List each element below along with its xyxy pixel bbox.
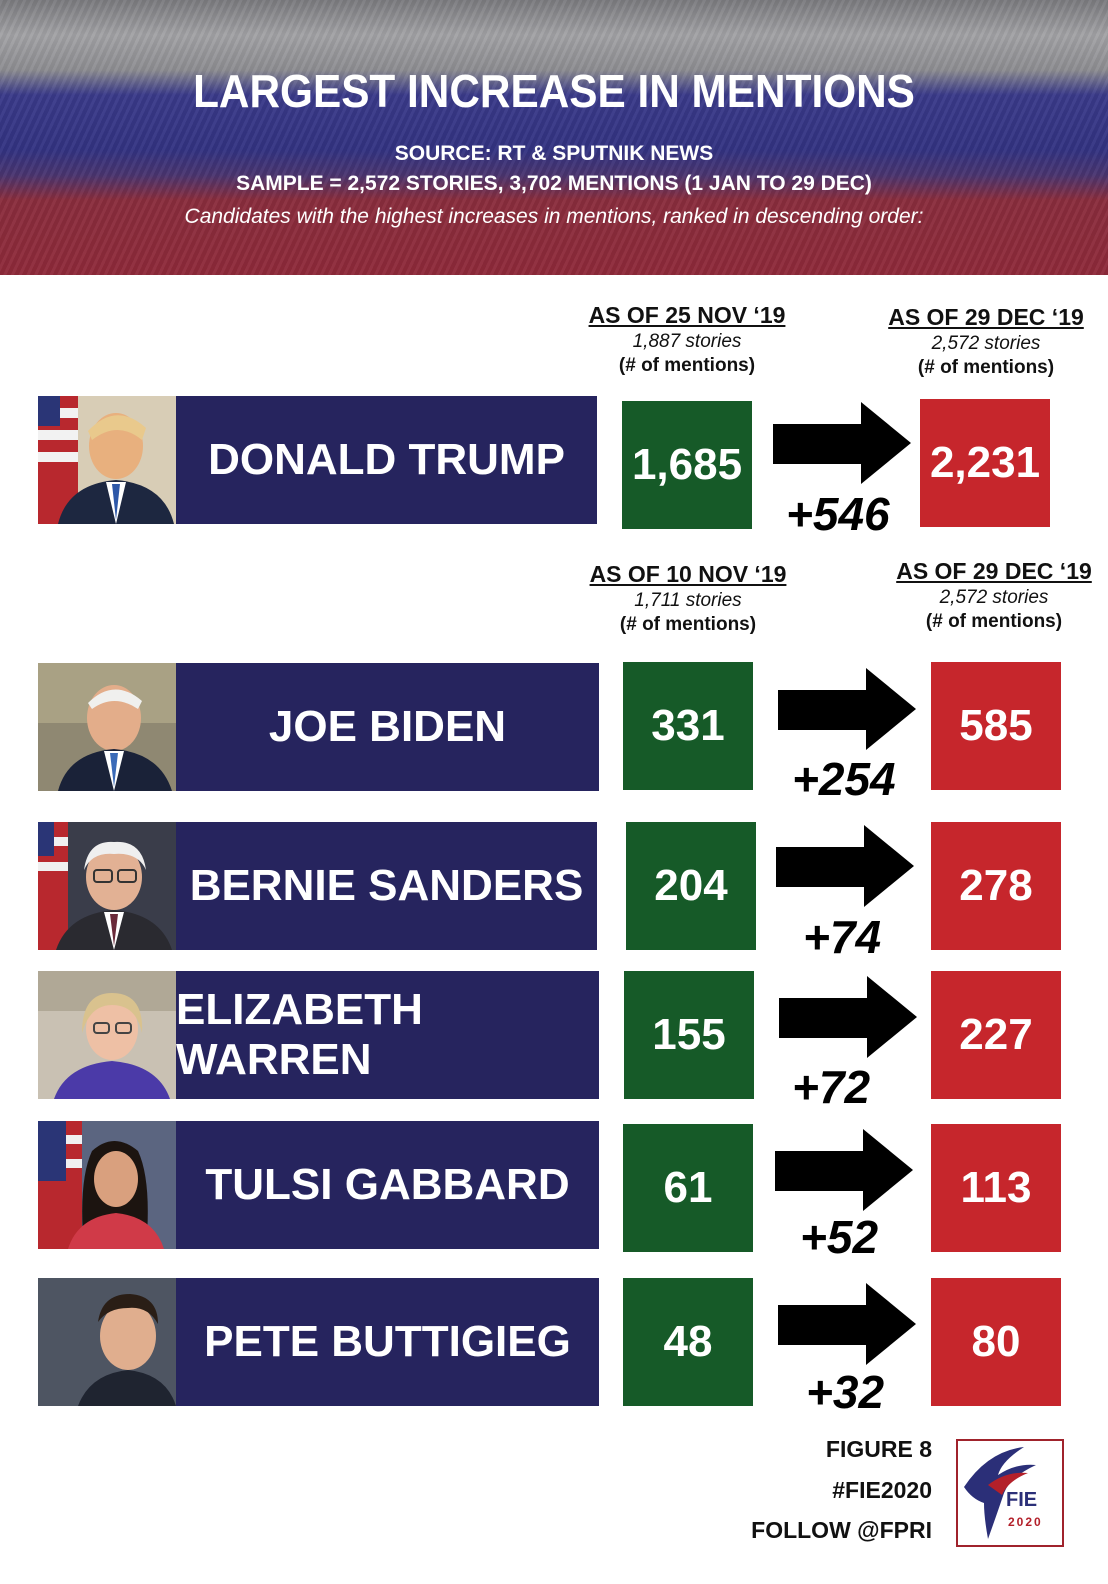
- arrow-right-icon: [778, 1283, 916, 1365]
- source-line: SOURCE: RT & SPUTNIK NEWS: [394, 142, 714, 165]
- chart-title: LARGEST INCREASE IN MENTIONS: [193, 65, 915, 117]
- column-head-stories: 1,711 stories: [634, 590, 742, 611]
- column-head-mentions: (# of mentions): [917, 357, 1055, 378]
- candidate-name: TULSI GABBARD: [176, 1121, 599, 1249]
- sample-line: SAMPLE = 2,572 STORIES, 3,702 MENTIONS (…: [236, 172, 872, 195]
- mentions-increase-label: +52: [800, 1211, 879, 1263]
- mentions-before-box: 1,685: [622, 401, 752, 529]
- mentions-after-box: 585: [931, 662, 1061, 790]
- arrow-right-icon: [773, 402, 911, 484]
- candidate-photo-sanders: [38, 822, 176, 950]
- mentions-before-box: 48: [623, 1278, 753, 1406]
- mentions-increase-label: +72: [792, 1061, 871, 1113]
- column-head-after-1: AS OF 29 DEC ‘19 2,572 stories (# of men…: [876, 304, 1096, 379]
- mentions-before-box: 155: [624, 971, 754, 1099]
- candidate-photo-warren: [38, 971, 176, 1099]
- follow-label: FOLLOW @FPRI: [751, 1517, 932, 1543]
- fie-2020-logo: FIE 2020: [956, 1439, 1064, 1547]
- figure-label: FIGURE 8: [825, 1436, 932, 1462]
- column-head-mentions: (# of mentions): [925, 611, 1063, 632]
- column-head-date: AS OF 10 NOV ‘19: [589, 561, 787, 587]
- column-head-date: AS OF 25 NOV ‘19: [588, 302, 786, 328]
- header-banner: LARGEST INCREASE IN MENTIONS SOURCE: RT …: [0, 0, 1108, 275]
- column-head-mentions: (# of mentions): [618, 355, 756, 376]
- mentions-after-box: 227: [931, 971, 1061, 1099]
- column-head-date: AS OF 29 DEC ‘19: [896, 558, 1092, 584]
- column-head-stories: 2,572 stories: [939, 587, 1049, 608]
- candidate-name: JOE BIDEN: [176, 663, 599, 791]
- arrow-right-icon: [778, 668, 916, 750]
- mentions-before-box: 204: [626, 822, 756, 950]
- column-head-stories: 1,887 stories: [632, 331, 742, 352]
- candidate-photo-gabbard: [38, 1121, 176, 1249]
- mentions-increase-label: +546: [786, 488, 890, 540]
- column-head-before-2: AS OF 10 NOV ‘19 1,711 stories (# of men…: [578, 561, 798, 636]
- logo-text: FIE: [1006, 1489, 1038, 1511]
- candidate-photo-trump: [38, 396, 176, 524]
- column-head-before-1: AS OF 25 NOV ‘19 1,887 stories (# of men…: [577, 302, 797, 377]
- subtitle-line: Candidates with the highest increases in…: [184, 205, 924, 228]
- mentions-before-box: 331: [623, 662, 753, 790]
- mentions-before-box: 61: [623, 1124, 753, 1252]
- column-head-after-2: AS OF 29 DEC ‘19 2,572 stories (# of men…: [884, 558, 1104, 633]
- candidate-name: PETE BUTTIGIEG: [176, 1278, 599, 1406]
- candidate-name: DONALD TRUMP: [176, 396, 597, 524]
- candidate-photo-biden: [38, 663, 176, 791]
- arrow-right-icon: [775, 1129, 913, 1211]
- candidate-name: ELIZABETH WARREN: [176, 971, 599, 1099]
- mentions-after-box: 80: [931, 1278, 1061, 1406]
- mentions-increase-label: +74: [803, 911, 882, 963]
- logo-year: 2020: [1008, 1515, 1043, 1529]
- arrow-right-icon: [776, 825, 914, 907]
- column-head-mentions: (# of mentions): [619, 614, 757, 635]
- candidate-name: BERNIE SANDERS: [176, 822, 597, 950]
- arrow-right-icon: [779, 976, 917, 1058]
- mentions-increase-label: +32: [806, 1366, 885, 1418]
- mentions-increase-label: +254: [792, 753, 896, 805]
- eagle-logo-icon: [964, 1447, 1036, 1539]
- mentions-after-box: 278: [931, 822, 1061, 950]
- column-head-date: AS OF 29 DEC ‘19: [888, 304, 1084, 330]
- column-head-stories: 2,572 stories: [931, 333, 1041, 354]
- candidate-photo-buttigieg: [38, 1278, 176, 1406]
- hashtag-label: #FIE2020: [832, 1477, 932, 1503]
- mentions-after-box: 113: [931, 1124, 1061, 1252]
- mentions-after-box: 2,231: [920, 399, 1050, 527]
